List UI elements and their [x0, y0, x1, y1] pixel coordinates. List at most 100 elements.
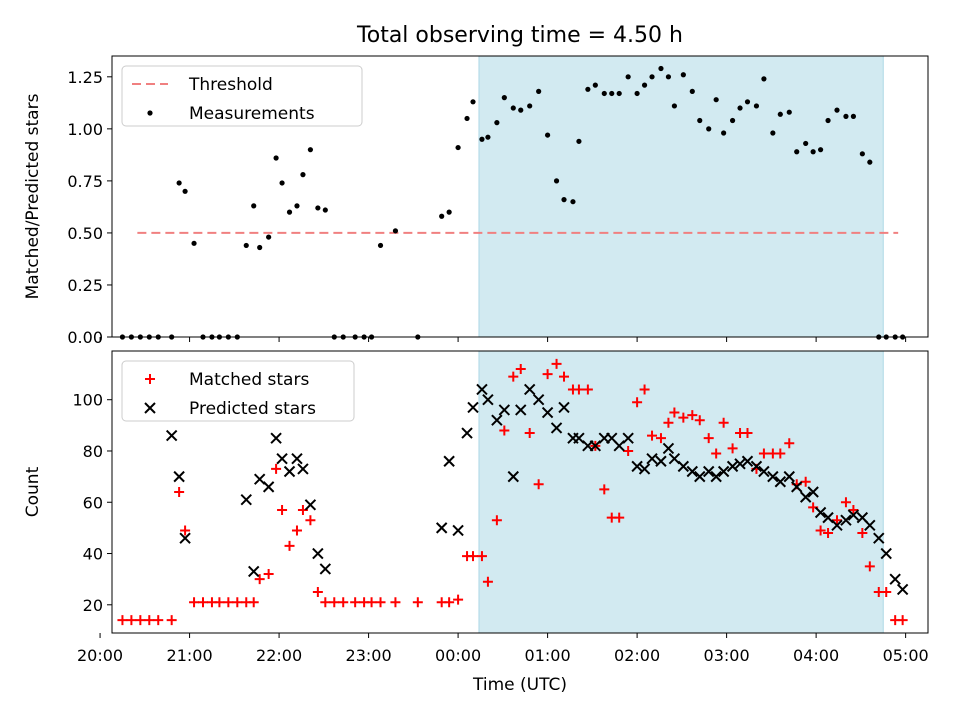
measurement-point	[625, 74, 631, 80]
top-panel: 0.00 0.25 0.50 0.75 1.00 1.25 Matched/Predicte…	[23, 55, 929, 347]
measurement-point	[641, 82, 648, 88]
x-tick-label: 21:00	[167, 646, 213, 665]
matched-point	[711, 448, 722, 459]
predicted-point	[558, 401, 570, 414]
measurement-point	[518, 107, 524, 113]
matched-point	[375, 597, 386, 608]
predicted-point	[276, 452, 288, 465]
matched-point	[144, 615, 155, 626]
measurement-point	[392, 228, 399, 234]
predicted-point	[814, 506, 827, 519]
measurement-point	[294, 203, 300, 209]
matched-point	[180, 525, 191, 536]
measurement-point	[665, 74, 672, 80]
predicted-point	[491, 414, 503, 426]
predicted-point	[297, 463, 309, 475]
matched-point	[232, 597, 243, 608]
y-tick-label: 1.25	[67, 68, 103, 87]
matched-point	[599, 484, 610, 495]
matched-point	[655, 433, 666, 444]
matched-point	[291, 525, 302, 536]
measurement-point	[834, 107, 840, 113]
y-tick-label: 60	[83, 493, 103, 512]
measurement-point	[446, 209, 452, 215]
matched-point	[284, 540, 295, 551]
predicted-point	[523, 383, 536, 396]
x-tick-label: 20:00	[77, 646, 123, 665]
matched-point	[881, 586, 892, 597]
measurement-point	[616, 90, 622, 97]
predicted-point	[498, 404, 511, 416]
predicted-point	[476, 383, 488, 396]
predicted-point	[482, 394, 494, 406]
measurement-point	[697, 117, 703, 124]
matched-point	[197, 597, 208, 608]
measurement-point	[176, 180, 182, 186]
matched-point	[271, 463, 282, 474]
predicted-point	[774, 476, 787, 488]
matched-point	[390, 597, 401, 608]
matched-point	[263, 569, 274, 580]
predicted-point	[710, 470, 722, 483]
measurement-point	[843, 113, 849, 119]
matched-point	[582, 384, 593, 395]
y-tick-label: 80	[83, 442, 103, 461]
matched-point	[482, 576, 493, 587]
measurement-point	[737, 105, 743, 111]
x-tick-label: 01:00	[525, 646, 571, 665]
predicted-point	[799, 491, 812, 503]
measurement-point	[553, 178, 560, 184]
matched-point	[117, 615, 128, 626]
matched-point	[678, 412, 689, 423]
measurement-point	[485, 134, 491, 140]
measurement-point	[609, 90, 615, 97]
measurement-point	[810, 149, 816, 155]
predicted-point	[758, 465, 770, 478]
matched-point	[214, 597, 225, 608]
predicted-point	[312, 547, 324, 560]
observing-span	[478, 350, 884, 634]
matched-point	[329, 597, 340, 608]
predicted-point	[283, 465, 296, 478]
predicted-point	[694, 470, 706, 483]
matched-point	[533, 479, 544, 490]
y-tick-label: 40	[83, 545, 103, 564]
matched-point	[758, 448, 769, 459]
measurement-point	[777, 111, 783, 117]
matched-point	[857, 528, 868, 539]
matched-point	[848, 504, 859, 515]
matched-point	[338, 597, 349, 608]
matched-point	[491, 515, 502, 526]
matched-point	[166, 615, 177, 626]
x-tick-label: 22:00	[256, 646, 302, 665]
measurement-point	[649, 74, 655, 80]
matched-point	[623, 445, 634, 456]
matched-point	[775, 448, 786, 459]
predicted-point	[767, 470, 779, 483]
measurement-point	[859, 151, 865, 157]
matched-point	[614, 512, 625, 523]
y-tick-label: 0.00	[67, 328, 103, 347]
measurement-point	[658, 65, 664, 72]
measurement-point	[761, 76, 767, 82]
x-tick-label: 04:00	[793, 646, 839, 665]
matched-point	[468, 551, 479, 562]
matched-point	[551, 358, 562, 369]
predicted-point	[717, 465, 730, 478]
matched-point	[647, 430, 658, 441]
predicted-point	[840, 514, 852, 526]
y-tick-label: 100	[72, 391, 103, 410]
predicted-point	[873, 532, 885, 544]
matched-point	[694, 415, 705, 426]
predicted-point	[452, 524, 464, 537]
matched-point	[639, 384, 650, 395]
matched-point	[277, 504, 288, 515]
matched-point	[320, 597, 331, 608]
measurement-point	[279, 180, 285, 186]
matched-point	[840, 497, 851, 508]
measurement-point	[307, 147, 314, 153]
legend-matched-swatch	[145, 374, 155, 384]
predicted-point	[677, 460, 690, 473]
y-tick-label: 0.50	[67, 224, 103, 243]
measurement-point	[527, 103, 533, 109]
